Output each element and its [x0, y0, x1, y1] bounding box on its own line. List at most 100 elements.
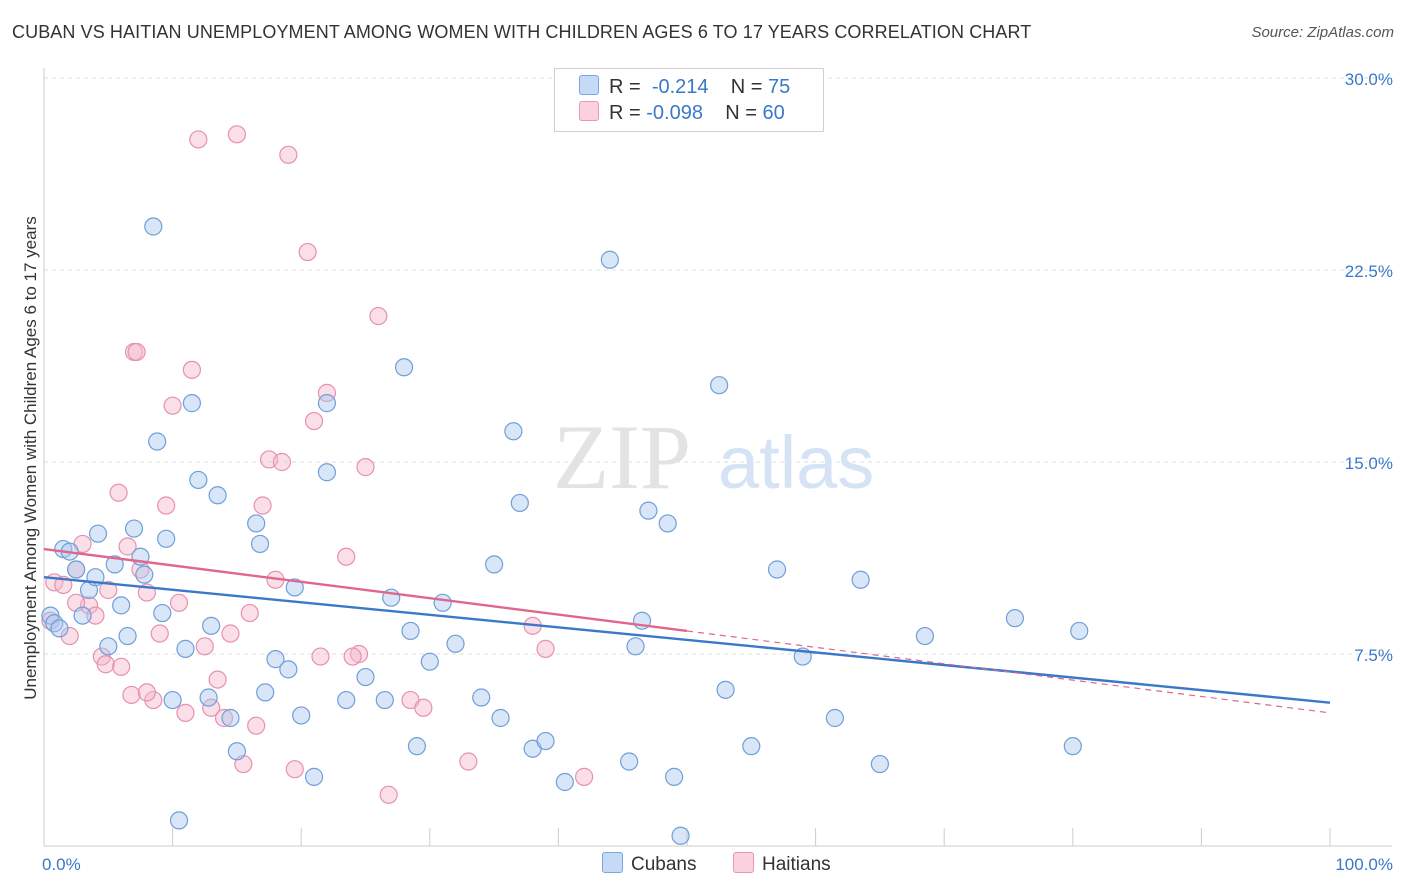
legend-label-haitians: Haitians — [762, 854, 831, 875]
cuban-point — [665, 767, 684, 786]
cuban-point — [710, 376, 729, 395]
legend-swatch-cubans — [602, 852, 623, 873]
cuban-point — [433, 593, 452, 612]
cuban-point — [73, 606, 92, 625]
watermark-zip: ZIP — [553, 406, 691, 508]
y-tick-label: 30.0% — [1345, 70, 1393, 89]
cuban-point — [536, 731, 555, 751]
cuban-point — [716, 680, 735, 699]
haitian-point — [137, 683, 156, 702]
legend-r-label: R = — [609, 76, 641, 98]
haitian-point — [356, 458, 375, 477]
cubans-trend-line — [43, 576, 1331, 704]
cuban-point — [1005, 609, 1025, 628]
cuban-point — [124, 519, 144, 538]
haitian-point — [240, 603, 259, 623]
cuban-point — [279, 660, 298, 679]
cuban-point — [144, 217, 163, 236]
cuban-point — [163, 690, 182, 710]
cuban-point — [600, 250, 619, 269]
cuban-point — [247, 514, 266, 533]
x-tick-label-max: 100.0% — [1335, 855, 1393, 874]
legend-n-value: 75 — [768, 76, 791, 98]
cuban-point — [182, 394, 201, 413]
haitian-point — [182, 360, 201, 379]
cuban-point — [337, 690, 356, 710]
legend-n-label: N = — [730, 76, 763, 98]
cuban-point — [105, 555, 124, 574]
haitian-point — [298, 242, 317, 262]
haitian-point — [122, 685, 141, 705]
y-tick-label: 15.0% — [1345, 454, 1393, 473]
y-tick-label: 7.5% — [1354, 646, 1393, 665]
legend-r-label: R = — [609, 102, 641, 124]
haitians-trend-extension — [686, 630, 1331, 714]
cuban-point — [472, 688, 491, 707]
cuban-point — [851, 570, 870, 589]
cuban-point — [208, 486, 227, 505]
haitian-point — [304, 411, 324, 431]
haitian-point — [109, 483, 128, 502]
cuban-point — [1063, 737, 1082, 756]
cuban-point — [292, 706, 311, 725]
axis-labels: 7.5% 15.0% 22.5% 30.0% 0.0% 100.0% Unemploymen… — [21, 70, 1393, 874]
legend-swatch-haitians — [733, 852, 754, 873]
legend-swatch-cubans — [579, 75, 599, 95]
haitian-point — [536, 639, 555, 658]
cuban-point — [626, 637, 645, 656]
cuban-point — [88, 524, 108, 543]
correlation-legend: R = -0.214 N = 75 R = -0.098 N = 60 — [554, 68, 824, 132]
haitian-point — [150, 624, 169, 643]
haitian-point — [317, 383, 337, 402]
watermark: ZIP atlas — [553, 406, 874, 508]
haitian-point — [60, 626, 79, 646]
cuban-point — [176, 639, 195, 658]
cuban-point — [99, 637, 118, 656]
cuban-point — [67, 560, 86, 579]
y-tick-label: 22.5% — [1345, 262, 1393, 281]
haitian-point — [157, 496, 176, 515]
cuban-point — [285, 578, 304, 597]
cuban-point — [375, 690, 394, 710]
haitians-trend-line — [43, 547, 688, 633]
watermark-atlas: atlas — [718, 421, 874, 504]
legend-n-label: N = — [725, 102, 757, 124]
cuban-point — [45, 614, 64, 633]
source-label: Source: ZipAtlas.com — [1251, 24, 1394, 41]
cuban-point — [112, 596, 131, 615]
cuban-point — [148, 432, 167, 451]
haitian-point — [253, 496, 272, 515]
cuban-point — [420, 652, 439, 671]
haitian-point — [369, 306, 388, 326]
cuban-point — [317, 394, 337, 413]
cuban-point — [157, 529, 176, 548]
haitian-point — [272, 452, 292, 472]
cuban-point — [825, 708, 844, 728]
haitian-point — [96, 655, 115, 674]
cuban-point — [118, 626, 137, 646]
cuban-point — [304, 767, 324, 786]
haitian-point — [118, 537, 137, 556]
cuban-point — [256, 683, 275, 702]
haitian-point — [112, 657, 131, 676]
haitian-point — [214, 708, 234, 728]
cuban-point — [742, 737, 761, 756]
cuban-point — [317, 463, 337, 482]
legend-item-haitians: Haitians — [733, 852, 831, 876]
cuban-point — [356, 667, 375, 687]
cuban-point — [199, 688, 218, 707]
cuban-point — [250, 534, 270, 554]
legend-r-value: -0.098 — [646, 102, 703, 124]
cuban-point — [870, 754, 890, 774]
cuban-point — [169, 811, 189, 830]
cuban-point — [671, 826, 690, 845]
x-tick-label-min: 0.0% — [42, 855, 81, 874]
cuban-point — [504, 422, 523, 441]
haitian-point — [459, 752, 478, 771]
series-cubans — [41, 217, 1089, 845]
legend-label-cubans: Cubans — [631, 854, 697, 875]
axes — [43, 68, 1392, 847]
haitian-point — [285, 760, 304, 779]
cuban-point — [658, 514, 677, 533]
